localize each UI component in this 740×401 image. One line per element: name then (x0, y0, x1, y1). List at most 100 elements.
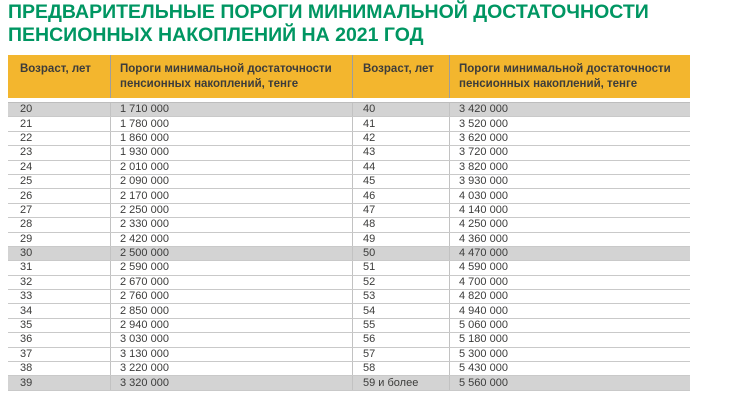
cell-threshold-left: 2 170 000 (110, 189, 352, 203)
cell-age-left: 39 (20, 376, 33, 389)
table-row: 25 2 090 000 45 3 930 000 (8, 174, 690, 190)
cell-age-left: 31 (20, 261, 33, 274)
cell-age-left: 21 (20, 117, 33, 130)
cell-threshold-left: 3 030 000 (110, 333, 352, 347)
cell-threshold-left: 1 710 000 (110, 103, 352, 117)
table-body: 20 1 710 000 40 3 420 000 21 1 780 000 4… (8, 102, 690, 391)
table-row: 28 2 330 000 48 4 250 000 (8, 218, 690, 233)
table-row: 39 3 320 000 59 и более 5 560 000 (8, 376, 690, 391)
cell-age-right: 44 (352, 160, 449, 174)
table-row: 20 1 710 000 40 3 420 000 (8, 103, 690, 118)
cell-threshold-right: 4 590 000 (449, 261, 690, 275)
cell-threshold-left: 2 420 000 (110, 232, 352, 246)
cell-threshold-left: 2 010 000 (110, 160, 352, 174)
cell-age-left: 34 (20, 304, 33, 317)
cell-threshold-right: 4 700 000 (449, 275, 690, 290)
cell-age-left: 33 (20, 290, 33, 303)
cell-age-right: 58 (352, 362, 449, 376)
table-row: 22 1 860 000 42 3 620 000 (8, 131, 690, 147)
cell-threshold-right: 5 560 000 (449, 376, 690, 390)
cell-age-right: 52 (352, 275, 449, 290)
table-row: 32 2 670 000 52 4 700 000 (8, 275, 690, 291)
cell-age-left: 20 (20, 103, 33, 116)
cell-threshold-left: 2 760 000 (110, 290, 352, 304)
cell-threshold-right: 4 360 000 (449, 232, 690, 246)
cell-age-left: 27 (20, 203, 33, 216)
header-threshold-right: Пороги минимальной достаточности пенсион… (449, 55, 690, 98)
cell-threshold-left: 2 590 000 (110, 261, 352, 275)
cell-threshold-right: 5 300 000 (449, 347, 690, 362)
cell-age-left: 37 (20, 347, 33, 360)
pension-thresholds-table: Возраст, лет Пороги минимальной достаточ… (8, 55, 690, 391)
cell-age-left: 36 (20, 333, 33, 346)
cell-age-left: 30 (20, 247, 33, 260)
cell-age-right: 49 (352, 232, 449, 246)
cell-age-right: 46 (352, 189, 449, 203)
cell-threshold-left: 2 940 000 (110, 318, 352, 333)
cell-threshold-right: 4 820 000 (449, 290, 690, 304)
table-row: 38 3 220 000 58 5 430 000 (8, 362, 690, 377)
cell-age-right: 42 (352, 131, 449, 146)
table-row: 34 2 850 000 54 4 940 000 (8, 304, 690, 319)
cell-age-right: 51 (352, 261, 449, 275)
table-row: 27 2 250 000 47 4 140 000 (8, 203, 690, 219)
cell-threshold-right: 4 940 000 (449, 304, 690, 318)
cell-age-right: 47 (352, 203, 449, 218)
cell-threshold-right: 5 180 000 (449, 333, 690, 347)
cell-age-left: 25 (20, 175, 33, 188)
cell-threshold-left: 3 130 000 (110, 347, 352, 362)
cell-threshold-right: 4 140 000 (449, 203, 690, 218)
table-row: 24 2 010 000 44 3 820 000 (8, 160, 690, 175)
cell-age-right: 55 (352, 318, 449, 333)
cell-age-left: 29 (20, 232, 33, 245)
table-row: 26 2 170 000 46 4 030 000 (8, 189, 690, 204)
cell-age-left: 23 (20, 146, 33, 159)
cell-threshold-right: 4 030 000 (449, 189, 690, 203)
cell-age-right: 59 и более (352, 376, 449, 390)
cell-threshold-right: 5 430 000 (449, 362, 690, 376)
cell-threshold-left: 1 780 000 (110, 117, 352, 131)
cell-age-right: 54 (352, 304, 449, 318)
cell-threshold-right: 3 820 000 (449, 160, 690, 174)
cell-threshold-left: 2 330 000 (110, 218, 352, 232)
table-row: 21 1 780 000 41 3 520 000 (8, 117, 690, 132)
cell-threshold-right: 5 060 000 (449, 318, 690, 333)
cell-threshold-left: 2 670 000 (110, 275, 352, 290)
cell-age-left: 38 (20, 362, 33, 375)
cell-threshold-right: 3 620 000 (449, 131, 690, 146)
cell-threshold-right: 3 720 000 (449, 146, 690, 160)
cell-age-left: 28 (20, 218, 33, 231)
cell-age-left: 32 (20, 275, 33, 288)
table-row: 23 1 930 000 43 3 720 000 (8, 146, 690, 161)
cell-threshold-left: 2 500 000 (110, 246, 352, 261)
table-row: 36 3 030 000 56 5 180 000 (8, 333, 690, 348)
table-row: 35 2 940 000 55 5 060 000 (8, 318, 690, 334)
cell-threshold-left: 3 320 000 (110, 376, 352, 390)
cell-age-right: 41 (352, 117, 449, 131)
table-row: 37 3 130 000 57 5 300 000 (8, 347, 690, 363)
cell-threshold-left: 1 930 000 (110, 146, 352, 160)
table-header-row: Возраст, лет Пороги минимальной достаточ… (8, 55, 690, 98)
cell-age-left: 22 (20, 131, 33, 144)
cell-age-left: 35 (20, 319, 33, 332)
header-age-right: Возраст, лет (352, 55, 449, 98)
cell-age-left: 24 (20, 160, 33, 173)
table-row: 30 2 500 000 50 4 470 000 (8, 246, 690, 262)
table-row: 29 2 420 000 49 4 360 000 (8, 232, 690, 247)
cell-threshold-right: 4 470 000 (449, 246, 690, 261)
cell-threshold-left: 3 220 000 (110, 362, 352, 376)
cell-threshold-right: 4 250 000 (449, 218, 690, 232)
cell-age-left: 26 (20, 189, 33, 202)
page-title: ПРЕДВАРИТЕЛЬНЫЕ ПОРОГИ МИНИМАЛЬНОЙ ДОСТА… (8, 1, 649, 46)
cell-age-right: 45 (352, 174, 449, 189)
cell-threshold-left: 2 250 000 (110, 203, 352, 218)
table-row: 33 2 760 000 53 4 820 000 (8, 290, 690, 305)
cell-age-right: 40 (352, 103, 449, 117)
cell-age-right: 50 (352, 246, 449, 261)
cell-age-right: 53 (352, 290, 449, 304)
cell-age-right: 48 (352, 218, 449, 232)
header-threshold-left: Пороги минимальной достаточности пенсион… (110, 55, 352, 98)
cell-threshold-right: 3 420 000 (449, 103, 690, 117)
cell-threshold-right: 3 520 000 (449, 117, 690, 131)
cell-threshold-right: 3 930 000 (449, 174, 690, 189)
